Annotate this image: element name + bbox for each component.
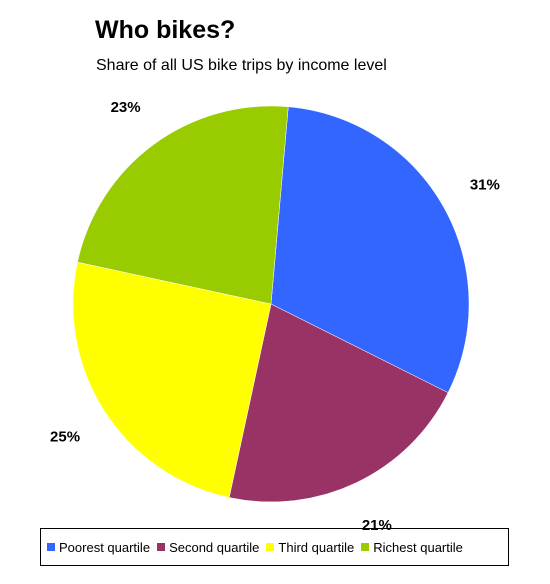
pie-label-second: 21% — [362, 517, 392, 534]
chart-title: Who bikes? — [95, 16, 236, 44]
legend-item-third: Third quartile — [266, 540, 354, 555]
pie-slice-second — [228, 303, 449, 503]
pie-slice-poorest — [270, 106, 470, 393]
pie-label-poorest: 31% — [470, 176, 500, 193]
legend-label-third: Third quartile — [278, 539, 355, 555]
legend-swatch-richest — [361, 543, 370, 551]
legend-label-second: Second quartile — [169, 539, 260, 555]
chart-subtitle: Share of all US bike trips by income lev… — [96, 57, 387, 74]
pie-slice-third — [72, 261, 272, 498]
legend-item-richest: Richest quartile — [361, 540, 463, 555]
pie-slice-richest — [77, 105, 289, 305]
legend-label-richest: Richest quartile — [373, 539, 463, 555]
pie-label-third: 25% — [50, 429, 80, 446]
pie-label-richest: 23% — [111, 99, 141, 116]
legend-label-poorest: Poorest quartile — [59, 539, 151, 555]
legend-swatch-third — [266, 543, 275, 551]
legend-item-poorest: Poorest quartile — [47, 540, 150, 555]
chart-legend: Poorest quartile Second quartile Third q… — [40, 528, 509, 566]
legend-swatch-poorest — [47, 543, 55, 551]
legend-item-second: Second quartile — [157, 540, 259, 555]
legend-swatch-second — [157, 543, 166, 551]
